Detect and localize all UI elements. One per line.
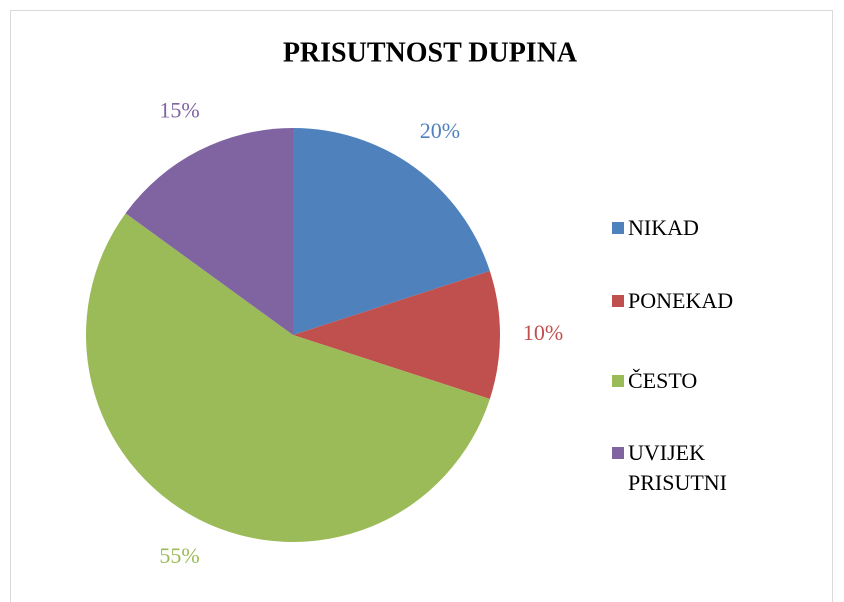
legend-swatch [612,447,624,459]
pie-slice [293,128,490,335]
legend-entry: UVIJEK PRISUTNI [612,438,772,498]
pie-slice [125,128,294,335]
pie-slice [85,213,490,543]
chart-title: PRISUTNOST DUPINA [283,37,578,68]
legend-entry: PONEKAD [612,286,772,316]
data-label: 55% [159,543,199,568]
legend-entry: ČESTO [612,366,772,396]
legend-label: NIKAD [628,215,699,240]
legend-label: UVIJEK PRISUTNI [628,440,728,495]
pie-slice [293,271,500,399]
data-label: 10% [523,320,563,345]
legend-label: ČESTO [628,368,698,393]
legend-swatch [612,295,624,307]
legend-swatch [612,375,624,387]
chart-frame [10,10,833,602]
legend-entry: NIKAD [612,213,772,243]
legend-label: PONEKAD [628,288,734,313]
data-label: 20% [420,118,460,143]
legend-swatch [612,222,624,234]
data-label: 15% [159,97,199,122]
